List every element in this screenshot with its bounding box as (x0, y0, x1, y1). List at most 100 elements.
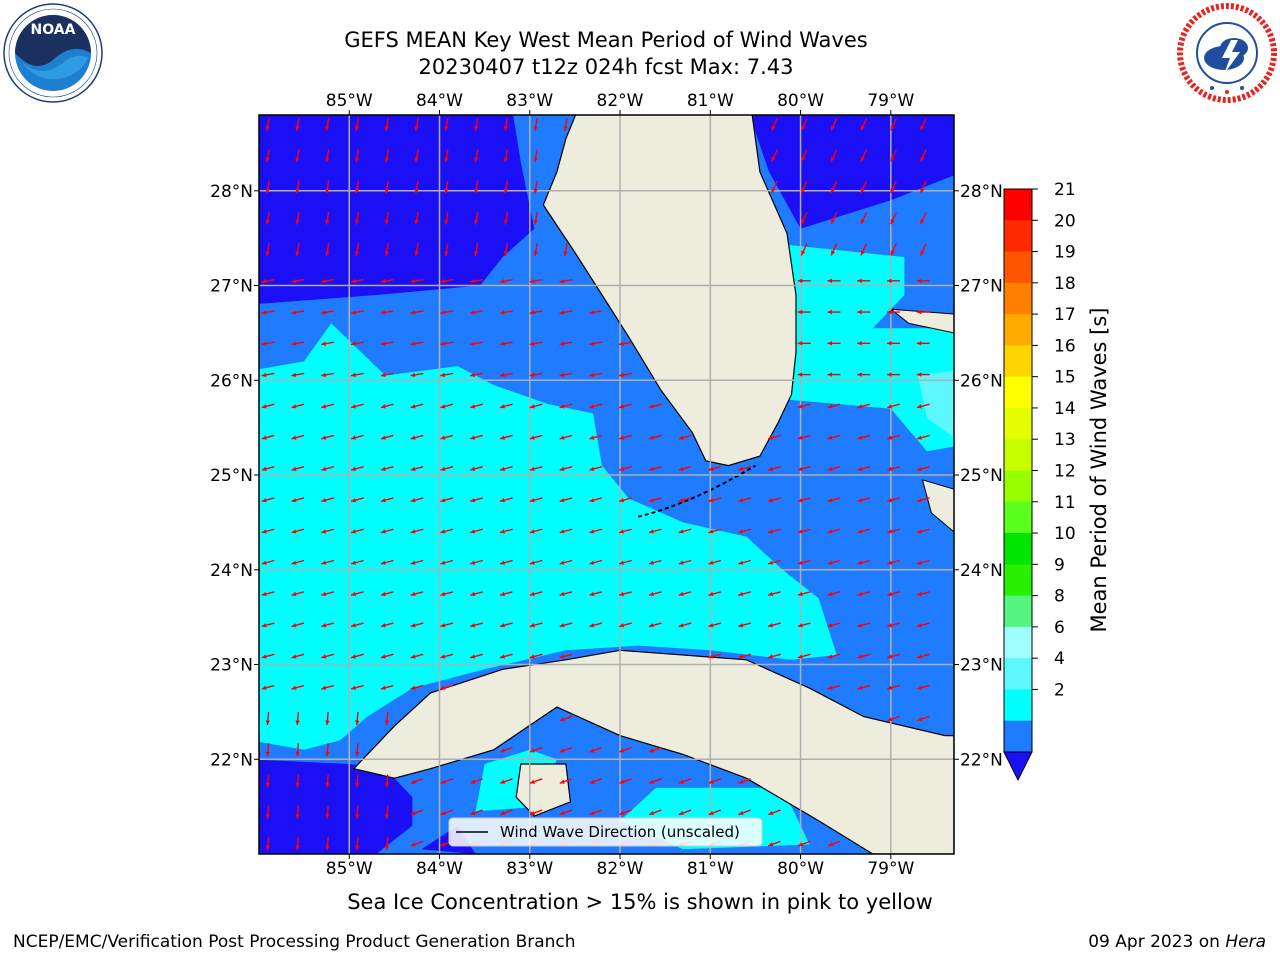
lat-tick-label-right: 27°N (960, 277, 1003, 297)
wind-wave-arrowhead (768, 810, 774, 816)
wind-wave-arrowhead (827, 341, 832, 346)
colorbar-tick-label: 8 (1054, 587, 1065, 607)
wind-wave-arrowhead (678, 591, 684, 597)
wind-wave-arrowhead (261, 372, 267, 378)
wind-wave-arrowhead (559, 560, 565, 565)
wind-wave-arrowhead (321, 654, 327, 659)
wind-wave-arrowhead (470, 591, 476, 597)
wind-wave-arrowhead (798, 842, 804, 847)
wind-wave-arrowhead (470, 372, 475, 378)
wind-wave-arrowhead (529, 498, 535, 503)
wind-wave-arrowhead (529, 466, 535, 472)
wind-wave-arrowhead (355, 782, 360, 788)
wind-wave-arrowhead (261, 560, 267, 565)
wind-wave-arrowhead (500, 404, 505, 409)
axis-ticks: 85°W 85°W 84°W 84°W 83°W 83°W 82°W 82°W 81°W 81°W… (210, 91, 1003, 879)
lon-tick-label-bottom: 81°W (687, 859, 734, 879)
wind-wave-arrowhead (295, 845, 300, 851)
wind-wave-arrowhead (325, 157, 330, 163)
wind-wave-arrowhead (295, 157, 300, 163)
wind-wave-arrowhead (708, 810, 714, 816)
wind-wave-arrowhead (325, 188, 330, 194)
wind-wave-arrowhead (529, 591, 535, 597)
wind-wave-arrowhead (261, 341, 267, 346)
lon-tick-label-bottom: 82°W (597, 859, 644, 879)
wind-wave-arrowhead (857, 498, 863, 503)
grand-bahama-land (889, 308, 954, 334)
wind-wave-arrowhead (474, 219, 479, 225)
wind-wave-arrowhead (354, 219, 360, 225)
wind-wave-arrowhead (380, 341, 386, 346)
wind-wave-arrowhead (470, 404, 476, 409)
wind-wave-arrowhead (321, 372, 327, 378)
wind-wave-arrowhead (589, 466, 595, 472)
lat-tick-label-left: 26°N (210, 371, 253, 391)
wind-wave-arrowhead (619, 341, 624, 346)
wind-wave-arrowhead (291, 591, 297, 597)
lat-tick-label-right: 22°N (960, 750, 1003, 770)
wind-wave-arrowhead (295, 782, 300, 788)
wind-wave-arrowhead (354, 188, 360, 194)
wind-wave-arrowhead (351, 560, 357, 565)
wind-wave-arrowhead (827, 278, 832, 283)
wind-wave-arrowhead (470, 560, 476, 565)
wind-wave-arrowhead (768, 529, 774, 534)
wind-wave-arrowhead (559, 623, 565, 628)
colorbar-segment (1004, 220, 1032, 253)
wind-wave-arrowhead (857, 654, 863, 659)
wind-wave-arrowhead (619, 466, 625, 472)
wind-wave-arrowhead (265, 251, 270, 256)
wind-wave-arrowhead (797, 372, 803, 377)
wind-wave-arrowhead (797, 623, 803, 628)
wind-wave-arrowhead (678, 466, 684, 472)
wind-wave-arrowhead (410, 404, 416, 409)
colorbar-segment (1004, 720, 1032, 753)
wind-wave-arrowhead (708, 529, 714, 534)
wind-wave-arrowhead (768, 498, 774, 503)
wind-wave-arrowhead (321, 310, 327, 315)
colorbar-segment (1004, 345, 1032, 378)
wind-wave-arrowhead (410, 810, 416, 816)
lon-tick-label-bottom: 83°W (506, 859, 553, 879)
wind-wave-arrowhead (559, 404, 565, 409)
wind-wave-arrowhead (291, 341, 297, 346)
lon-tick-label-top: 82°W (597, 91, 644, 111)
wind-wave-arrowhead (738, 623, 744, 628)
wind-wave-arrowhead (410, 842, 416, 847)
wind-wave-arrowhead (351, 404, 357, 409)
wind-wave-arrowhead (414, 219, 419, 225)
wind-wave-arrowhead (827, 685, 833, 690)
wind-wave-arrowhead (857, 623, 863, 628)
wind-wave-arrowhead (920, 250, 925, 256)
lon-tick-label-bottom: 84°W (416, 859, 463, 879)
wind-wave-arrowhead (503, 126, 509, 131)
wind-wave-arrowhead (559, 279, 565, 284)
wind-wave-arrowhead (857, 685, 863, 690)
wind-wave-arrowhead (470, 529, 476, 534)
wind-wave-arrowhead (678, 623, 684, 628)
wind-wave-arrowhead (708, 654, 714, 659)
wind-wave-arrowhead (261, 529, 267, 534)
wind-wave-arrowhead (857, 529, 863, 534)
wind-wave-arrowhead (738, 810, 744, 816)
wind-wave-arrowhead (500, 779, 506, 784)
wind-wave-arrowhead (797, 341, 803, 346)
wind-wave-arrowhead (380, 404, 386, 409)
wind-wave-arrowhead (887, 466, 893, 472)
wind-wave-arrowhead (887, 717, 893, 722)
wind-wave-arrowhead (380, 591, 386, 597)
wind-wave-arrowhead (410, 466, 416, 472)
wind-wave-arrowhead (440, 529, 446, 534)
wind-wave-arrowhead (470, 623, 476, 628)
wind-wave-arrowhead (500, 623, 505, 628)
lon-tick-label-top: 80°W (777, 91, 824, 111)
wind-wave-arrowhead (589, 404, 595, 409)
wind-wave-arrowhead (917, 560, 922, 565)
wind-wave-arrowhead (474, 188, 479, 194)
wind-wave-arrowhead (529, 560, 535, 565)
wind-wave-arrowhead (325, 251, 330, 256)
wind-wave-arrowhead (474, 126, 479, 131)
wind-wave-arrowhead (261, 310, 267, 315)
wind-wave-arrowhead (440, 842, 446, 847)
